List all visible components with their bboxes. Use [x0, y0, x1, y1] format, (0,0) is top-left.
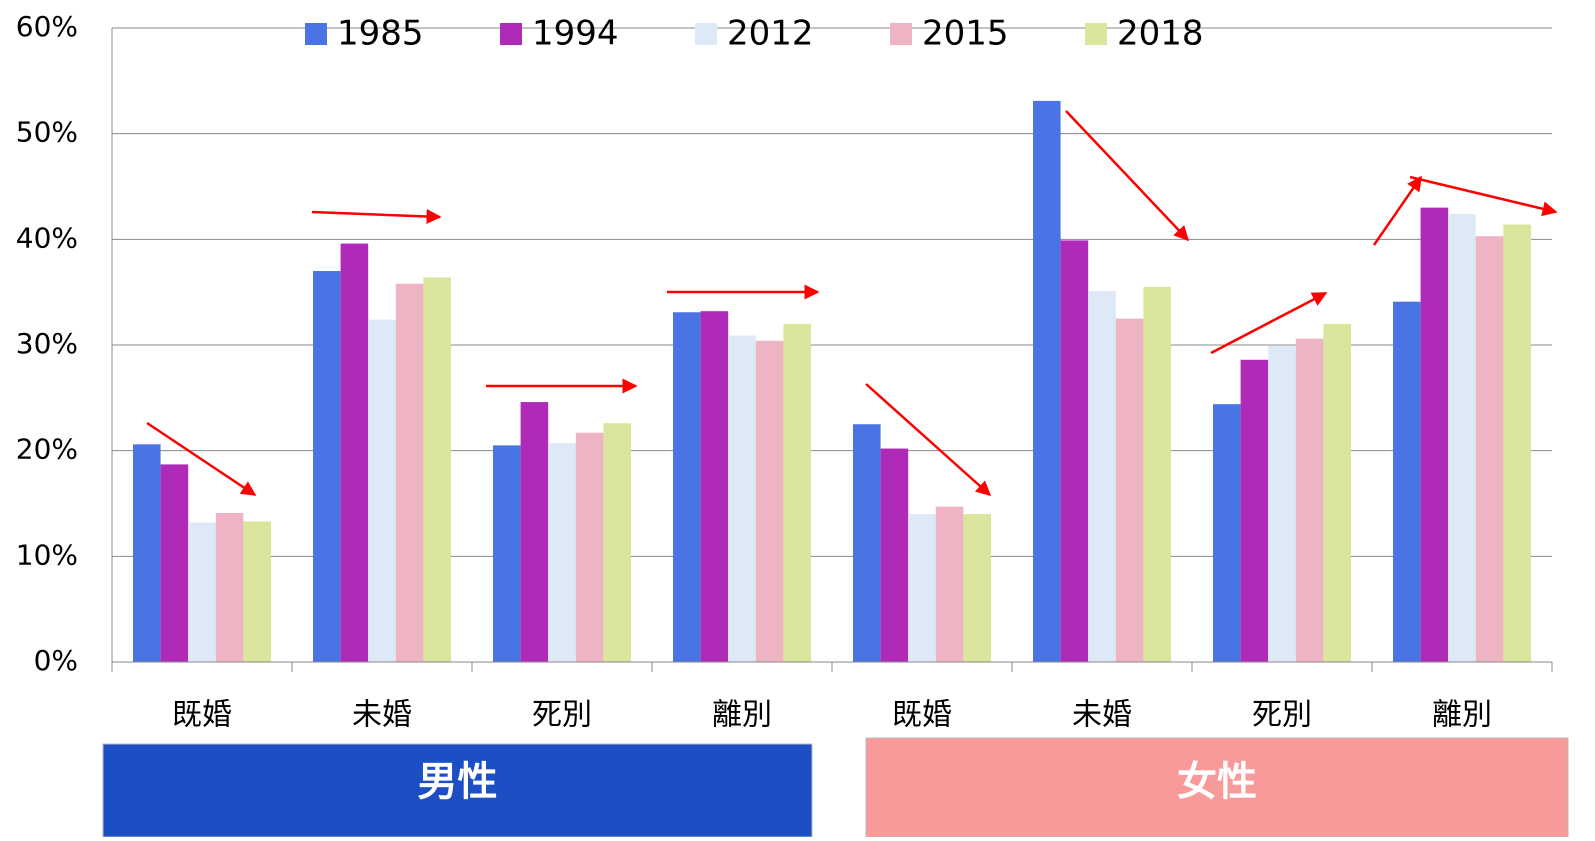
bar [1088, 291, 1116, 662]
y-tick-label: 60% [16, 10, 78, 43]
x-tick-label: 死別 [532, 698, 592, 733]
bar [1448, 213, 1476, 662]
bar [520, 402, 549, 662]
legend-label: 1994 [532, 14, 619, 54]
legend-swatch [890, 23, 912, 45]
x-tick-label: 未婚 [1072, 698, 1132, 733]
legend-label: 2018 [1117, 14, 1204, 54]
bar [395, 283, 424, 662]
legend-swatch [305, 23, 327, 45]
bar [243, 521, 271, 662]
bar [783, 323, 811, 662]
arrow [1065, 110, 1190, 242]
bar [755, 340, 784, 662]
bar [1060, 240, 1089, 662]
bar [493, 445, 521, 662]
y-tick-label: 30% [16, 327, 78, 360]
arrow [1372, 175, 1423, 246]
bar [575, 432, 604, 662]
trend-arrows [146, 110, 1558, 497]
bar [1503, 224, 1531, 663]
bar [215, 513, 244, 662]
x-tick-label: 離別 [712, 698, 772, 733]
bar [963, 514, 991, 662]
x-tick-label: 離別 [1432, 698, 1492, 733]
group-box [102, 743, 813, 838]
bar [935, 506, 964, 662]
arrow [146, 421, 257, 497]
bar [673, 312, 701, 662]
bar [1295, 338, 1324, 662]
y-tick-label: 20% [16, 433, 78, 466]
y-tick-label: 10% [16, 538, 78, 571]
bar [908, 514, 936, 662]
legend-label: 1985 [337, 14, 424, 54]
bar [1115, 318, 1144, 662]
bar [1323, 323, 1351, 662]
y-tick-label: 40% [16, 221, 78, 254]
bar [1240, 359, 1269, 662]
legend-swatch [500, 23, 522, 45]
bar [548, 443, 576, 662]
bar [313, 271, 341, 662]
bar [1420, 207, 1449, 662]
bar [880, 448, 909, 662]
bar [1143, 286, 1171, 662]
bar [423, 277, 451, 662]
bar [853, 424, 881, 662]
legend-swatch [695, 23, 717, 45]
group-label: 女性 [1177, 759, 1257, 805]
bar [603, 423, 631, 662]
arrow [865, 383, 992, 497]
arrow [311, 208, 442, 224]
arrow [1210, 291, 1328, 355]
bar [160, 464, 189, 662]
group-box [865, 737, 1569, 838]
y-tick-label: 50% [16, 116, 78, 149]
bar [188, 522, 216, 662]
legend-label: 2015 [922, 14, 1009, 54]
bar [728, 335, 756, 662]
bar [340, 243, 369, 662]
x-tick-label: 既婚 [892, 698, 952, 733]
x-tick-label: 未婚 [352, 698, 412, 733]
x-tick-label: 既婚 [172, 698, 232, 733]
bar [700, 311, 729, 662]
y-tick-label: 0% [34, 644, 78, 677]
bar [133, 444, 161, 662]
bar [1393, 301, 1421, 662]
bar [1033, 100, 1061, 662]
bar [1268, 346, 1296, 662]
x-tick-label: 死別 [1252, 698, 1312, 733]
arrow [1409, 175, 1558, 217]
group-label: 男性 [418, 759, 498, 805]
bar [1475, 236, 1504, 662]
legend-label: 2012 [727, 14, 814, 54]
legend-swatch [1085, 23, 1107, 45]
bar [1213, 404, 1241, 662]
bar [368, 319, 396, 662]
